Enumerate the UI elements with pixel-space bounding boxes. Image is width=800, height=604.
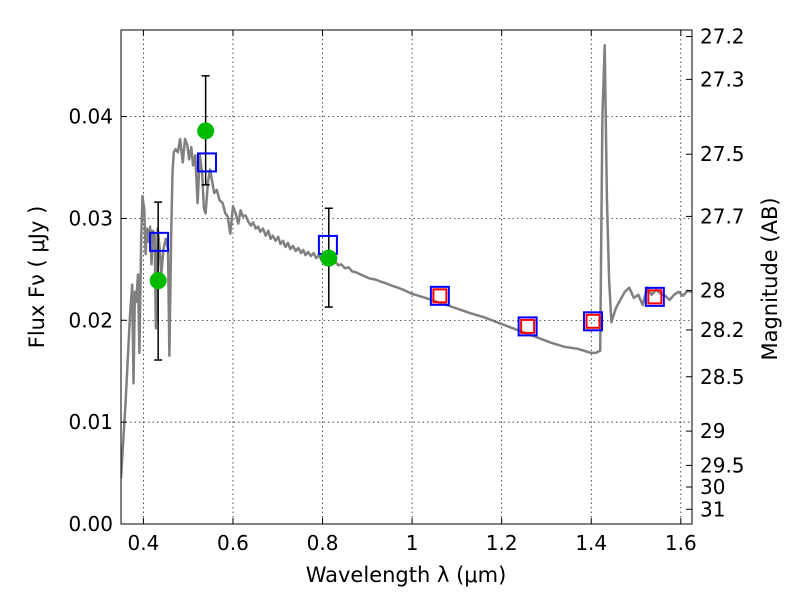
y-tick-label: 0.01 <box>68 410 113 434</box>
y-axis-label-left: Flux Fν ( μJy ) <box>25 206 49 349</box>
x-tick-label: 1 <box>406 531 419 555</box>
green-point-marker <box>149 272 167 290</box>
blue-square-marker <box>196 152 217 173</box>
green-point-marker <box>197 122 215 140</box>
x-axis-label: Wavelength λ (μm) <box>306 563 507 587</box>
y-tick-label: 0.04 <box>68 105 113 129</box>
plot-content <box>121 44 692 479</box>
y-tick-label: 0.02 <box>68 308 113 332</box>
y-tick-label: 0.03 <box>68 206 113 230</box>
blue-square-marker <box>517 316 538 337</box>
mag-tick-label: 27.7 <box>700 204 745 228</box>
x-tick-label: 1.2 <box>486 531 518 555</box>
red-square-marker <box>647 289 663 305</box>
x-tick-label: 1.6 <box>665 531 697 555</box>
blue-square-marker <box>429 285 450 306</box>
y-tick-label: 0.00 <box>68 512 113 536</box>
red-square-marker <box>585 313 601 329</box>
mag-tick-label: 31 <box>700 497 725 521</box>
mag-tick-label: 28.5 <box>700 365 745 389</box>
green-point-marker <box>320 249 338 267</box>
mag-tick-label: 29 <box>700 419 725 443</box>
mag-tick-label: 28 <box>700 279 725 303</box>
x-tick-label: 1.4 <box>575 531 607 555</box>
blue-square-marker <box>644 286 665 307</box>
x-tick-label: 0.6 <box>217 531 249 555</box>
mag-tick-label: 28.2 <box>700 318 745 342</box>
blue-square-marker <box>149 231 170 252</box>
x-tick-label: 0.4 <box>127 531 159 555</box>
plot-frame <box>120 29 693 525</box>
y-axis-left: 0.00 0.01 0.02 0.03 0.04 <box>68 105 127 536</box>
red-square-marker <box>520 318 536 334</box>
x-axis: 0.4 0.6 0.8 1 1.2 1.4 1.6 <box>127 30 697 555</box>
y-axis-label-right: Magnitude (AB) <box>758 197 782 360</box>
mag-tick-label: 27.2 <box>700 24 745 48</box>
mag-tick-label: 27.5 <box>700 142 745 166</box>
series-sed-line <box>121 44 692 479</box>
red-square-marker <box>432 288 448 304</box>
x-tick-label: 0.8 <box>307 531 339 555</box>
mag-tick-label: 27.3 <box>700 67 745 91</box>
blue-square-marker <box>583 311 604 332</box>
mag-tick-label: 29.5 <box>700 453 745 477</box>
mag-tick-label: 30 <box>700 475 725 499</box>
